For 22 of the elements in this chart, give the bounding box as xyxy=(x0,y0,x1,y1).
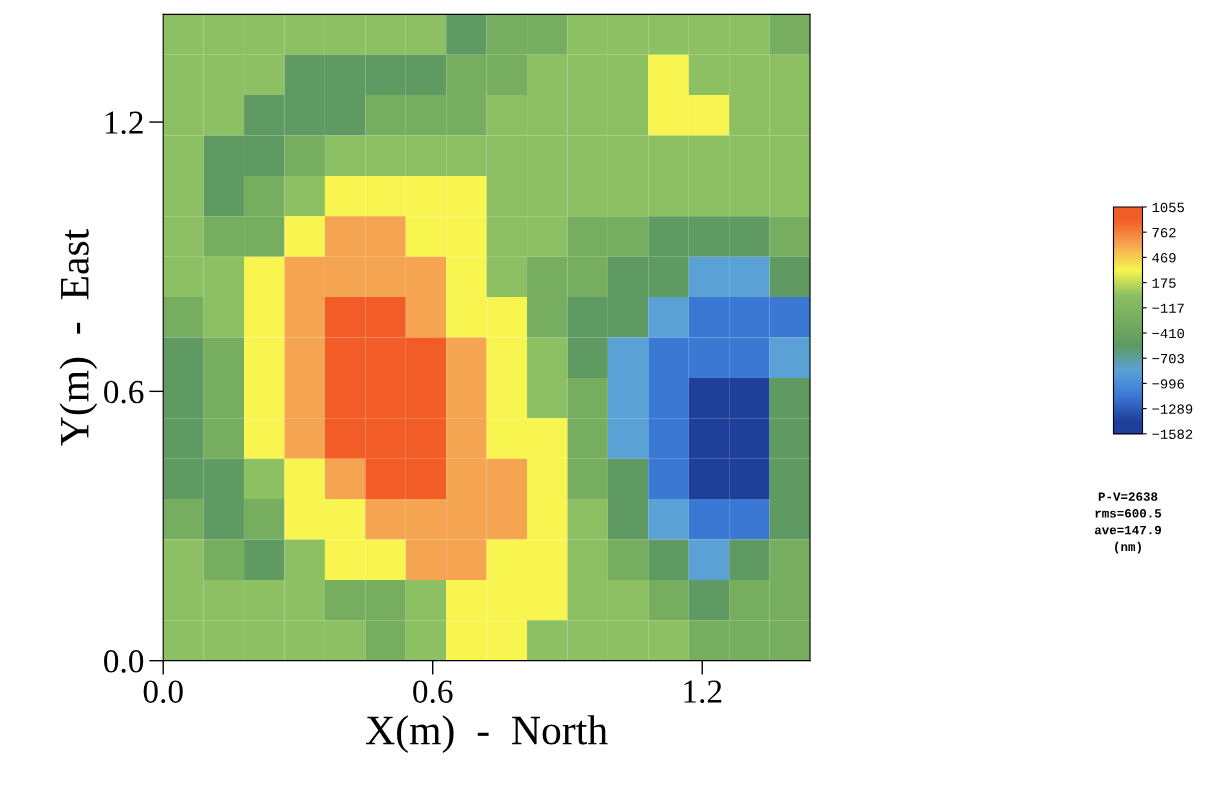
color-bar-label: −410 xyxy=(1152,328,1185,339)
color-bar-label: 762 xyxy=(1152,227,1176,238)
text: rms=600.5 xyxy=(1095,509,1162,518)
y-tick-label: 0.6 xyxy=(104,380,144,404)
color-bar-label: −996 xyxy=(1152,379,1184,389)
y-tick-label: 0.0 xyxy=(104,650,144,673)
text: ave=147.9 xyxy=(1094,525,1161,535)
y-tick-label: 1.2 xyxy=(105,111,143,135)
x-tick-label: 0.0 xyxy=(143,680,183,704)
x-tick-label: 1.2 xyxy=(684,680,722,704)
text: (nm) xyxy=(1115,541,1141,554)
x-tick-label: 0.6 xyxy=(413,680,453,704)
color-bar-label: −1289 xyxy=(1152,404,1193,414)
color-bar-label: −703 xyxy=(1152,353,1184,364)
x-axis-title: X(m) - North xyxy=(366,715,608,753)
y-axis-title: Y(m) - East xyxy=(59,228,98,446)
text: P-V=2638 xyxy=(1098,492,1158,501)
color-bar-label: 469 xyxy=(1152,253,1176,263)
color-bar-label: −1582 xyxy=(1152,429,1193,439)
color-bar-label: −117 xyxy=(1152,303,1184,313)
color-bar-label: 1055 xyxy=(1152,202,1184,213)
color-bar-label: 175 xyxy=(1152,278,1176,288)
